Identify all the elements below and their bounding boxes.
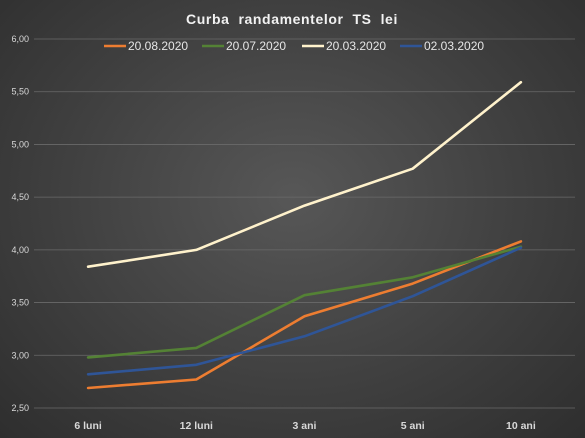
series-line [86, 240, 523, 390]
legend-label: 02.03.2020 [424, 39, 484, 53]
y-tick-label: 4,50 [11, 192, 29, 202]
legend-label: 20.07.2020 [226, 39, 286, 53]
x-tick-label: 12 luni [180, 420, 213, 432]
y-axis: 2,50 3,00 3,50 4,00 4,50 5,00 5,50 6,00 [11, 34, 29, 413]
x-tick-label: 5 ani [401, 420, 425, 432]
legend-label: 20.03.2020 [326, 39, 386, 53]
x-tick-label: 6 luni [74, 420, 102, 432]
y-tick-label: 2,50 [11, 403, 29, 413]
series-line [86, 246, 523, 376]
legend: 20.08.2020 20.07.2020 20.03.2020 02.03.2020 [104, 39, 484, 53]
series-line [86, 80, 523, 269]
x-tick-label: 3 ani [293, 420, 317, 432]
series-line [86, 245, 523, 359]
x-tick-label: 10 ani [506, 420, 536, 432]
legend-label: 20.08.2020 [128, 39, 188, 53]
y-tick-label: 6,00 [11, 34, 29, 44]
y-tick-label: 3,00 [11, 350, 29, 360]
y-tick-label: 3,50 [11, 298, 29, 308]
y-tick-label: 5,00 [11, 139, 29, 149]
chart-title: Curba randamentelor TS lei [186, 11, 398, 27]
y-tick-label: 5,50 [11, 87, 29, 97]
x-axis: 6 luni 12 luni 3 ani 5 ani 10 ani [74, 420, 535, 432]
series-lines [86, 80, 523, 390]
y-tick-label: 4,00 [11, 245, 29, 255]
gridlines [34, 38, 575, 409]
